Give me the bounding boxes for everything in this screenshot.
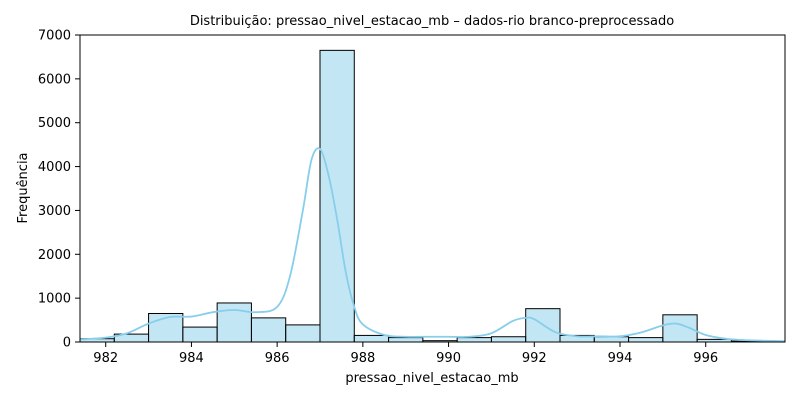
y-axis-label: Frequência: [16, 152, 31, 223]
histogram-bar-11: [456, 337, 492, 343]
histogram-bar-12: [490, 336, 527, 343]
histogram-bars: [79, 49, 786, 343]
x-tick-label-994: 994: [608, 351, 633, 366]
chart-title: Distribuição: pressao_nivel_estacao_mb –…: [190, 14, 674, 29]
kde-curve: [79, 147, 786, 343]
x-tick-label-982: 982: [93, 351, 118, 366]
y-tick-label-7000: 7000: [38, 29, 71, 44]
x-tick-label-988: 988: [350, 351, 375, 366]
x-axis-label: pressao_nivel_estacao_mb: [345, 371, 518, 386]
histogram-bar-3: [182, 326, 218, 343]
y-axis: 0 1000 2000 3000 4000 5000 6000 7000: [38, 29, 80, 351]
histogram-bar-8: [353, 334, 390, 343]
x-tick-label-990: 990: [436, 351, 461, 366]
y-tick-label-1000: 1000: [38, 292, 71, 307]
y-tick-label-6000: 6000: [38, 72, 71, 87]
x-tick-label-986: 986: [265, 351, 290, 366]
y-tick-label-4000: 4000: [38, 160, 71, 175]
histogram-bar-5: [250, 317, 287, 343]
histogram-bar-4: [216, 302, 252, 343]
histogram-bar-16: [628, 337, 664, 343]
y-tick-label-0: 0: [63, 336, 71, 351]
y-tick-label-3000: 3000: [38, 204, 71, 219]
histogram-bar-7: [319, 49, 355, 343]
histogram-bar-6: [285, 324, 321, 343]
histogram-bar-9: [388, 337, 424, 343]
x-tick-label-992: 992: [522, 351, 547, 366]
x-axis: 982 984 986 988 990 992 994 996: [93, 342, 718, 366]
y-tick-label-2000: 2000: [38, 248, 71, 263]
histogram-bar-15: [593, 336, 630, 343]
plot-frame: [79, 34, 786, 343]
x-tick-label-996: 996: [693, 351, 718, 366]
x-tick-label-984: 984: [179, 351, 204, 366]
y-tick-label-5000: 5000: [38, 116, 71, 131]
